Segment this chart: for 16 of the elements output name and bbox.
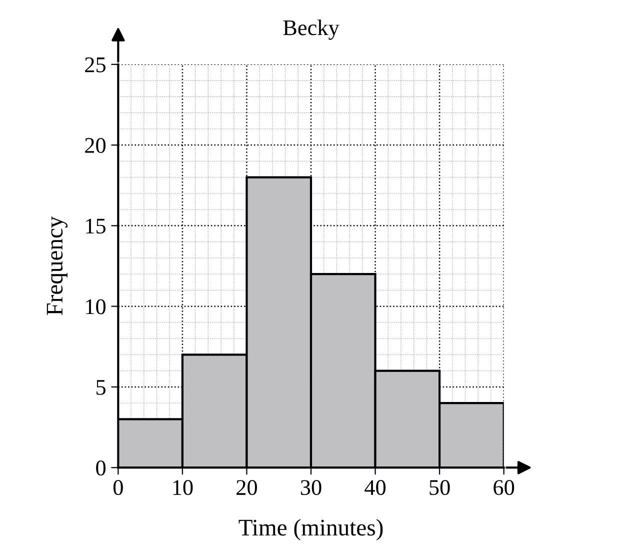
- x-tick-label: 40: [364, 480, 386, 496]
- x-axis-title: Time (minutes): [238, 519, 383, 540]
- x-tick-label: 30: [300, 480, 322, 496]
- y-axis-title: Frequency: [46, 216, 68, 316]
- x-tick-label: 60: [494, 480, 514, 496]
- y-tick-label: 25: [85, 57, 106, 72]
- chart-title: Becky: [283, 20, 340, 40]
- y-tick-label: 0: [96, 460, 106, 476]
- y-tick-label: 5: [96, 380, 106, 395]
- x-tick-label: 0: [113, 480, 123, 496]
- y-tick-label: 10: [86, 299, 106, 314]
- x-tick-label: 10: [173, 480, 193, 496]
- y-tick-label: 15: [86, 218, 106, 234]
- x-tick-label: 20: [236, 480, 257, 496]
- x-tick-label: 50: [430, 480, 450, 496]
- y-tick-label: 20: [85, 138, 106, 153]
